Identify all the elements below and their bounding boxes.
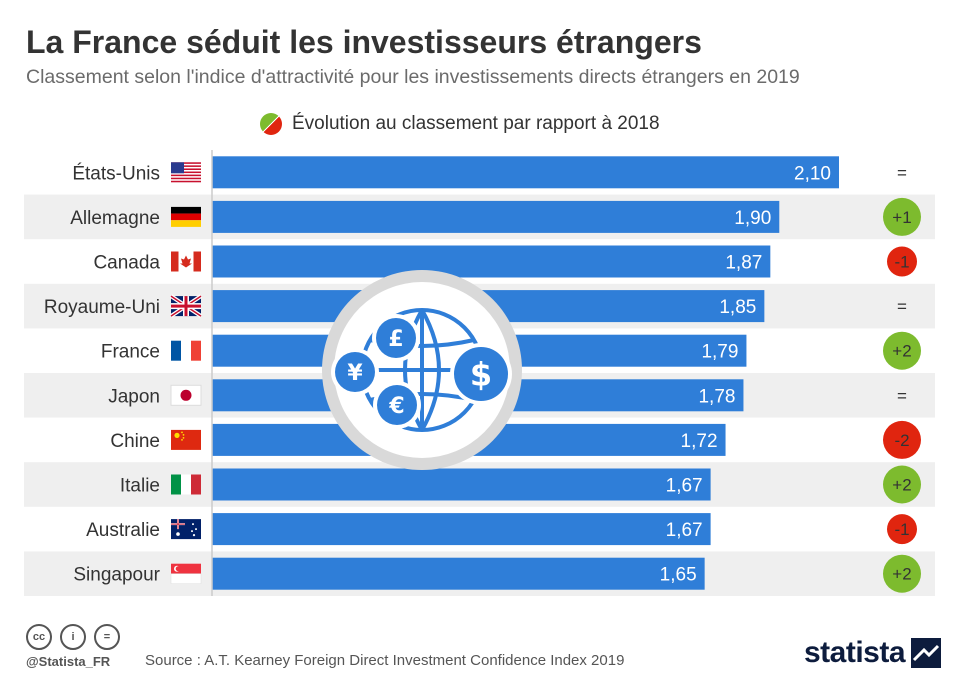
value-label: 1,79 [701,342,738,363]
value-label: 1,67 [666,476,703,497]
rank-change-label: -2 [894,431,909,450]
value-label: 1,67 [666,520,703,541]
currency-symbol: ¥ [347,361,363,386]
bar [212,513,711,546]
bar [212,557,705,590]
rank-change-label: -1 [894,520,909,539]
bar [212,156,839,189]
legend-label: Évolution au classement par rapport à 20… [292,113,660,134]
rank-down-badge [887,514,917,545]
category-label: Royaume-Uni [44,297,160,318]
singapore-flag-icon [170,563,202,584]
no-derivatives-icon[interactable]: = [94,624,120,650]
source-note: Source : A.T. Kearney Foreign Direct Inv… [145,652,625,669]
green-red-circle-icon [260,113,282,135]
bar [212,245,771,278]
value-label: 1,87 [725,253,762,274]
japan-flag-icon [170,384,202,406]
statista-logo-icon [911,638,942,668]
rank-change-label: +1 [892,208,911,227]
brand-logo[interactable]: statista [804,636,942,670]
rank-up-badge [883,197,921,236]
us-flag-icon [171,162,201,183]
bar [212,468,711,501]
uk-flag-icon [169,294,203,318]
rank-up-badge [883,465,921,504]
category-label: Australie [86,520,160,541]
canada-flag-icon [171,251,201,272]
category-label: Allemagne [70,208,160,229]
globe-currency-icon: £ ¥ $ € [322,270,522,470]
category-label: Singapour [73,565,160,586]
creative-commons-icon[interactable]: cc [26,624,52,650]
license-icons: cc i = [26,624,120,650]
rank-down-badge [883,420,921,459]
category-label: Chine [110,431,160,452]
rank-change-label: = [897,163,907,182]
category-label: France [101,342,160,363]
twitter-handle[interactable]: @Statista_FR [26,654,111,669]
france-flag-icon [171,340,201,361]
rank-change-label: = [897,297,907,316]
italy-flag-icon [171,474,201,495]
currency-symbol: € [388,394,404,419]
attribution-icon[interactable]: i [60,624,86,650]
value-label: 1,65 [660,565,697,586]
value-label: 1,78 [698,386,735,407]
value-label: 1,90 [734,208,771,229]
legend: Évolution au classement par rapport à 20… [260,112,660,136]
chart-title: La France séduit les investisseurs étran… [26,24,702,60]
category-label: Italie [120,476,160,497]
australia-flag-icon [171,519,201,540]
currency-symbol: $ [470,356,492,394]
rank-up-badge [883,554,921,593]
rank-change-label: = [897,386,907,405]
value-label: 1,72 [681,431,718,452]
category-label: Japon [108,386,160,407]
rank-change-label: -1 [894,253,909,272]
chart-subtitle: Classement selon l'indice d'attractivité… [26,66,800,88]
rank-up-badge [883,331,921,370]
rank-change-label: +2 [892,476,911,495]
category-label: États-Unis [72,163,160,184]
rank-change-label: +2 [892,565,911,584]
brand-name: statista [804,636,906,669]
value-label: 2,10 [794,163,831,184]
value-label: 1,85 [719,297,756,318]
bar [212,200,780,233]
germany-flag-icon [171,206,201,227]
category-label: Canada [93,253,160,274]
china-flag-icon [171,429,201,450]
rank-change-label: +2 [892,342,911,361]
rank-down-badge [887,246,917,277]
currency-symbol: £ [388,327,403,352]
